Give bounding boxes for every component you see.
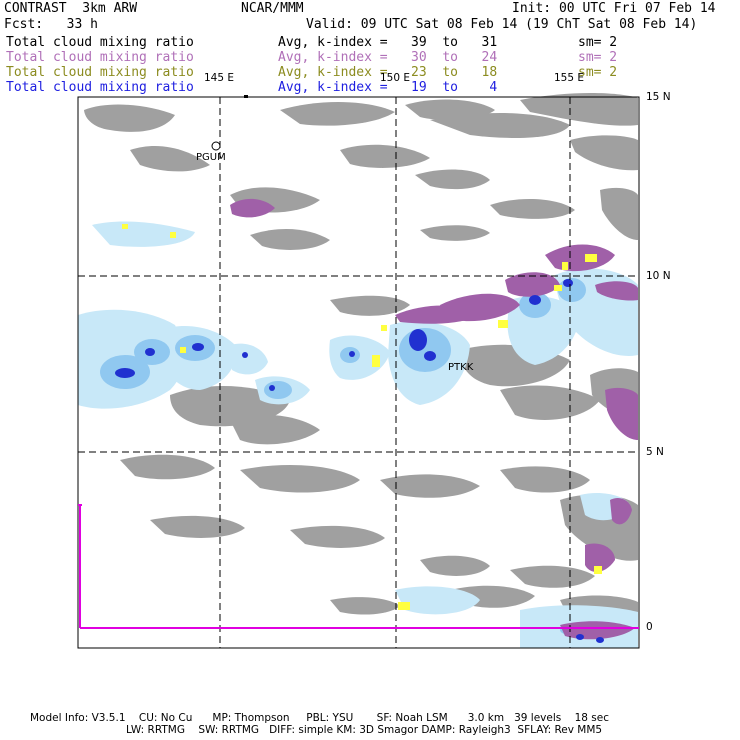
lat-label-15n: 15 N xyxy=(646,91,671,103)
station-label-pgum: PGUM xyxy=(196,152,226,163)
center-name: NCAR/MMM xyxy=(241,1,304,16)
lat-label-10n: 10 N xyxy=(646,270,671,282)
equator-line xyxy=(79,505,639,629)
lat-label-0: 0 xyxy=(646,621,653,633)
field-name-2: Total cloud mixing ratio xyxy=(6,50,194,65)
lon-label-150: 150 E xyxy=(380,72,411,84)
field-name-4: Total cloud mixing ratio xyxy=(6,80,194,95)
field-stat-1: Avg, k-index = 39 to 31 xyxy=(278,35,498,50)
field-sm-2: sm= 2 xyxy=(578,50,618,65)
dark-blue-cloud-cores xyxy=(115,279,604,643)
field-stat-3: Avg, k-index = 23 to 18 xyxy=(278,65,498,80)
field-sm-3: sm= 2 xyxy=(578,65,618,80)
lat-label-5n: 5 N xyxy=(646,446,664,458)
yellow-cloud-fields xyxy=(122,224,602,610)
field-name-1: Total cloud mixing ratio xyxy=(6,35,194,50)
valid-time: Valid: 09 UTC Sat 08 Feb 14 (19 ChT Sat … xyxy=(306,17,698,32)
forecast-hour: Fcst: 33 h xyxy=(4,17,98,32)
guam-island-marker xyxy=(211,141,221,151)
lat-lon-grid xyxy=(78,96,639,648)
lon-label-155: 155 E xyxy=(554,72,585,84)
purple-cloud-fields xyxy=(230,198,638,640)
field-sm-1: sm= 2 xyxy=(578,35,618,50)
model-info-line-1: Model Info: V3.5.1 CU: No Cu MP: Thompso… xyxy=(30,712,609,724)
model-title: CONTRAST 3km ARW xyxy=(4,1,138,16)
station-label-ptkk: PTKK xyxy=(448,362,474,373)
field-stat-2: Avg, k-index = 30 to 24 xyxy=(278,50,498,65)
init-time: Init: 00 UTC Fri 07 Feb 14 xyxy=(512,1,716,16)
model-info-line-2: LW: RRTMG SW: RRTMG DIFF: simple KM: 3D … xyxy=(126,724,603,736)
field-name-3: Total cloud mixing ratio xyxy=(6,65,194,80)
lon-label-145: 145 E xyxy=(204,72,235,84)
field-stat-4: Avg, k-index = 19 to 4 xyxy=(278,80,498,95)
small-island-marker xyxy=(244,95,248,98)
